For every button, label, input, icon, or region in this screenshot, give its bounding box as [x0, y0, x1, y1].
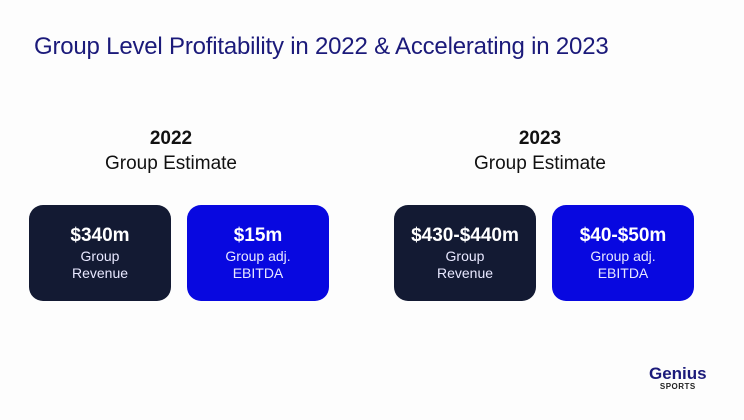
card-desc-line2: EBITDA — [597, 265, 649, 281]
group-year: 2022 — [149, 128, 193, 149]
card-desc-line2: EBITDA — [232, 265, 284, 281]
group-year: 2023 — [518, 128, 562, 149]
group-header-2022: 2022 Group Estimate — [21, 127, 321, 177]
card-desc-line2: Revenue — [71, 265, 129, 281]
card-desc-line1: Group adj. — [225, 248, 291, 264]
card-value: $15m — [233, 225, 283, 246]
card-2023-revenue: $430-$440m Group Revenue — [394, 205, 536, 301]
card-value: $430-$440m — [411, 225, 519, 246]
card-desc-line1: Group adj. — [590, 248, 656, 264]
logo-sub-text: SPORTS — [659, 382, 696, 391]
card-value: $40-$50m — [579, 225, 667, 246]
genius-sports-logo: Genius SPORTS — [649, 365, 707, 392]
logo-main-text: Genius — [649, 364, 707, 383]
card-desc-line1: Group — [445, 248, 485, 264]
card-2023-ebitda: $40-$50m Group adj. EBITDA — [552, 205, 694, 301]
slide-title: Group Level Profitability in 2022 & Acce… — [34, 33, 609, 60]
card-desc-line1: Group — [80, 248, 120, 264]
card-2022-revenue: $340m Group Revenue — [29, 205, 171, 301]
card-value: $340m — [70, 225, 130, 246]
card-2022-ebitda: $15m Group adj. EBITDA — [187, 205, 329, 301]
group-header-2023: 2023 Group Estimate — [390, 127, 690, 177]
card-desc-line2: Revenue — [436, 265, 494, 281]
group-label: Group Estimate — [105, 153, 237, 174]
group-label: Group Estimate — [474, 153, 606, 174]
